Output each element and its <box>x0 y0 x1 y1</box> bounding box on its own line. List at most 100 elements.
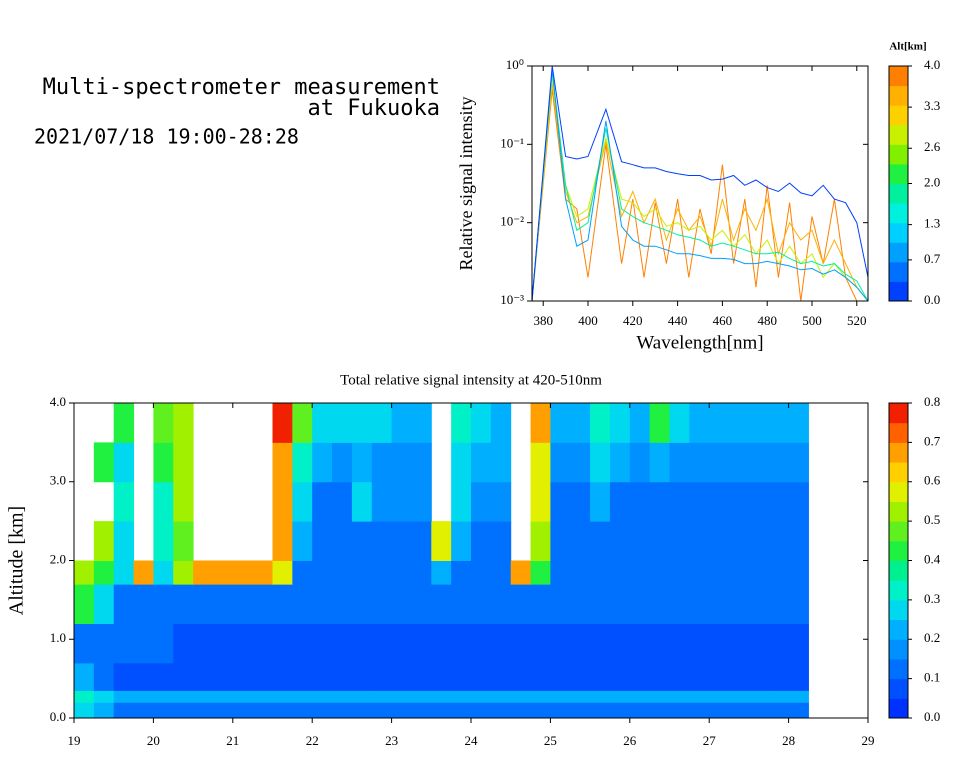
heat-cell <box>748 442 770 483</box>
heat-cell <box>74 623 95 664</box>
heat-cell <box>709 442 730 483</box>
heat-cell <box>312 560 333 585</box>
heat-cell <box>173 690 194 703</box>
heat-cell <box>113 690 135 703</box>
heat-cell <box>570 702 591 719</box>
heat-cell <box>371 521 393 561</box>
heat-cell <box>312 584 333 624</box>
x-tick-label: 23 <box>385 733 398 748</box>
heat-cell <box>193 690 214 703</box>
colorbar-band <box>889 442 908 463</box>
heat-cell <box>292 584 313 624</box>
colorbar-band <box>889 501 908 522</box>
heat-cell <box>629 584 651 624</box>
heat-cell <box>768 702 790 719</box>
heat-cell <box>590 662 611 691</box>
heat-cell <box>530 403 551 443</box>
heat-cell <box>669 584 690 624</box>
colorbar-band <box>889 183 908 204</box>
heat-cell <box>371 690 393 703</box>
x-tick-label: 21 <box>226 733 239 748</box>
heat-cell <box>193 702 214 719</box>
heat-cell <box>212 623 234 664</box>
heat-cell <box>748 521 770 561</box>
y-tick-label: 1.0 <box>50 630 66 645</box>
heat-cell <box>332 623 353 664</box>
heat-cell <box>709 481 730 522</box>
heat-cell <box>193 662 214 691</box>
heat-cell <box>570 662 591 691</box>
heat-cell <box>689 442 710 483</box>
heat-cell <box>133 702 154 719</box>
colorbar-band <box>889 521 908 542</box>
x-tick-label: 420 <box>623 313 643 328</box>
heat-cell <box>748 623 770 664</box>
heat-cell <box>768 560 790 585</box>
heat-cell <box>490 702 512 719</box>
heat-cell <box>570 521 591 561</box>
heat-cell <box>709 521 730 561</box>
heat-cell <box>431 560 452 585</box>
heat-cell <box>689 560 710 585</box>
x-axis-label: Wavelength[nm] <box>636 332 763 353</box>
colorbar-band <box>889 639 908 660</box>
heat-cell <box>173 481 194 522</box>
heat-cell <box>669 442 690 483</box>
heat-cell <box>411 584 432 624</box>
colorbar-band <box>889 678 908 699</box>
heat-cell <box>748 481 770 522</box>
heat-cell <box>788 403 809 443</box>
heat-cell <box>530 662 551 691</box>
heat-cell <box>173 403 194 443</box>
x-tick-label: 500 <box>802 313 822 328</box>
heat-cell <box>510 662 532 691</box>
heat-cell <box>510 702 532 719</box>
heat-cell <box>272 481 293 522</box>
heat-cell <box>729 584 750 624</box>
heat-cell <box>351 584 373 624</box>
heat-cell <box>669 623 690 664</box>
heat-cell <box>709 690 730 703</box>
heat-cell <box>133 584 154 624</box>
heat-cell <box>272 442 293 483</box>
heat-cell <box>212 702 234 719</box>
heat-cell <box>590 481 611 522</box>
heat-cell <box>590 702 611 719</box>
heat-cell <box>272 690 293 703</box>
heat-cell <box>649 481 670 522</box>
heat-cell <box>451 521 472 561</box>
heat-cell <box>729 560 750 585</box>
heat-cell <box>609 623 631 664</box>
heat-cell <box>451 481 472 522</box>
heat-cell <box>74 702 95 719</box>
heat-cell <box>431 521 452 561</box>
heat-cell <box>93 521 115 561</box>
heat-cell <box>431 662 452 691</box>
x-tick-label: 480 <box>757 313 777 328</box>
colorbar-band <box>889 222 908 243</box>
heat-cell <box>570 690 591 703</box>
heat-cell <box>153 521 174 561</box>
heat-cell <box>411 702 432 719</box>
colorbar-band <box>889 481 908 502</box>
heat-cell <box>471 623 492 664</box>
heat-cell <box>212 662 234 691</box>
heat-cell <box>649 662 670 691</box>
heat-cell <box>113 702 135 719</box>
heat-cell <box>451 403 472 443</box>
heat-cell <box>689 584 710 624</box>
heat-cell <box>153 560 174 585</box>
heat-cell <box>312 521 333 561</box>
heat-cell <box>292 623 313 664</box>
heat-cell <box>510 560 532 585</box>
heat-cell <box>530 481 551 522</box>
heat-cell <box>669 662 690 691</box>
heat-cell <box>530 702 551 719</box>
heat-cell <box>629 702 651 719</box>
heat-cell <box>649 702 670 719</box>
heat-cell <box>788 560 809 585</box>
heat-cell <box>113 481 135 522</box>
heat-cell <box>748 560 770 585</box>
heat-cell <box>292 403 313 443</box>
heat-cell <box>451 662 472 691</box>
